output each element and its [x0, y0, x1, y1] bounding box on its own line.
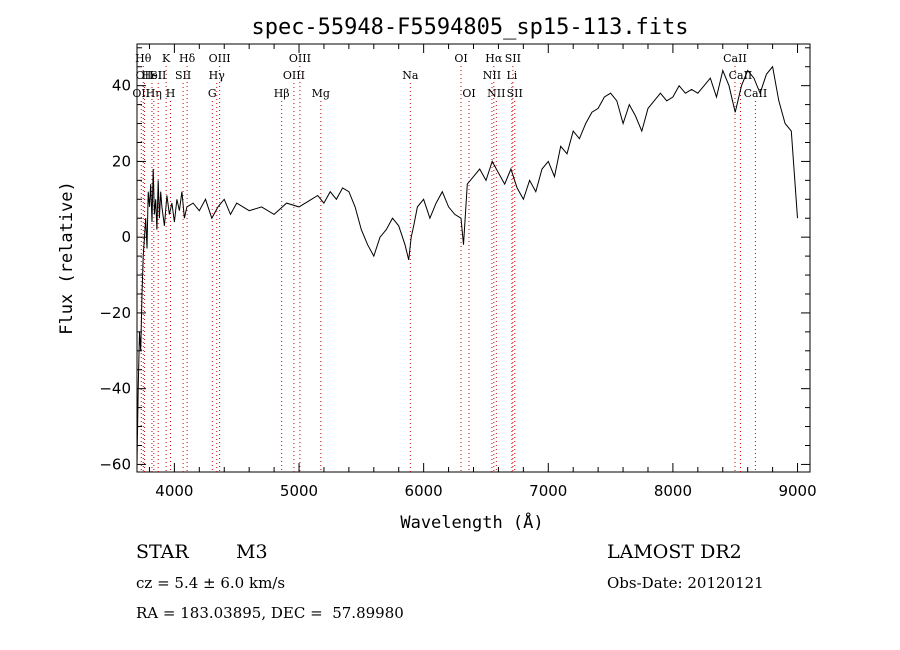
line-marker-label: OIII — [289, 52, 311, 65]
y-tick-label: −60 — [99, 455, 131, 473]
line-marker-label: OI — [454, 52, 467, 65]
x-axis-label: Wavelength (Å) — [400, 511, 543, 533]
line-marker-label: OII — [132, 87, 150, 100]
line-marker-label: NII — [487, 87, 505, 100]
object-subclass: M3 — [236, 541, 268, 563]
line-marker-label: Hβ — [274, 87, 290, 100]
line-marker-label: Na — [402, 69, 419, 82]
x-tick-label: 6000 — [405, 482, 443, 500]
y-axis-label: Flux (relative) — [57, 181, 77, 335]
y-tick-label: 20 — [112, 152, 131, 170]
line-marker-label: Li — [506, 69, 517, 82]
obs-date: Obs-Date: 20120121 — [607, 574, 764, 592]
line-marker-label: Hθ — [135, 52, 152, 65]
y-tick-label: −20 — [99, 304, 131, 322]
object-class: STAR — [136, 541, 189, 563]
line-marker-label: HeI — [142, 69, 162, 82]
line-marker-label: Mg — [312, 87, 330, 100]
spectrum-chart: spec-55948-F5594805_sp15-113.fits OII Hθ O… — [57, 15, 817, 533]
x-tick-label: 9000 — [778, 482, 816, 500]
line-marker-label: CaII — [744, 87, 768, 100]
line-marker-label: OIII — [209, 52, 231, 65]
spectrum-line — [136, 65, 798, 465]
line-marker-label: G — [208, 87, 217, 100]
line-marker-label: CaII — [723, 52, 747, 65]
line-marker-label: OII — [136, 69, 154, 82]
line-marker-label: K — [162, 52, 171, 65]
y-tick-label: 40 — [112, 77, 131, 95]
line-marker-label: Hα — [485, 52, 503, 65]
plot-frame — [136, 43, 811, 473]
line-marker-label: Hγ — [209, 69, 226, 82]
x-tick-label: 8000 — [654, 482, 692, 500]
x-tick-label: 4000 — [155, 482, 193, 500]
y-tick-label: −40 — [99, 380, 131, 398]
line-marker-label: NII — [483, 69, 501, 82]
axis-ticks: 4000 5000 6000 7000 8000 9000 −60 −40 −20 0 20 40 — [99, 44, 817, 500]
line-marker-label: OIII — [283, 69, 305, 82]
x-tick-label: 7000 — [529, 482, 567, 500]
redshift-value: cz = 5.4 ± 6.0 km/s — [136, 574, 286, 592]
line-marker-label: OI — [462, 87, 475, 100]
chart-title: spec-55948-F5594805_sp15-113.fits — [251, 15, 688, 40]
line-marker-label: Hδ — [179, 52, 196, 65]
line-marker-label: CaII — [729, 69, 753, 82]
line-marker-label: SII — [175, 69, 191, 82]
line-marker-label: Hη — [146, 87, 162, 100]
x-tick-label: 5000 — [280, 482, 318, 500]
survey-name: LAMOST DR2 — [607, 541, 742, 563]
y-tick-label: 0 — [121, 228, 131, 246]
line-marker-label: H — [166, 87, 176, 100]
line-marker-label: SII — [150, 69, 166, 82]
line-marker-label: SII — [507, 87, 523, 100]
coordinates: RA = 183.03895, DEC = 57.89980 — [136, 604, 404, 622]
line-marker-label: SII — [505, 52, 521, 65]
line-markers: OIIHθOIIHeIHηSIIKHSIIHδGHγOIIIHβOIIIOIII… — [132, 52, 767, 472]
